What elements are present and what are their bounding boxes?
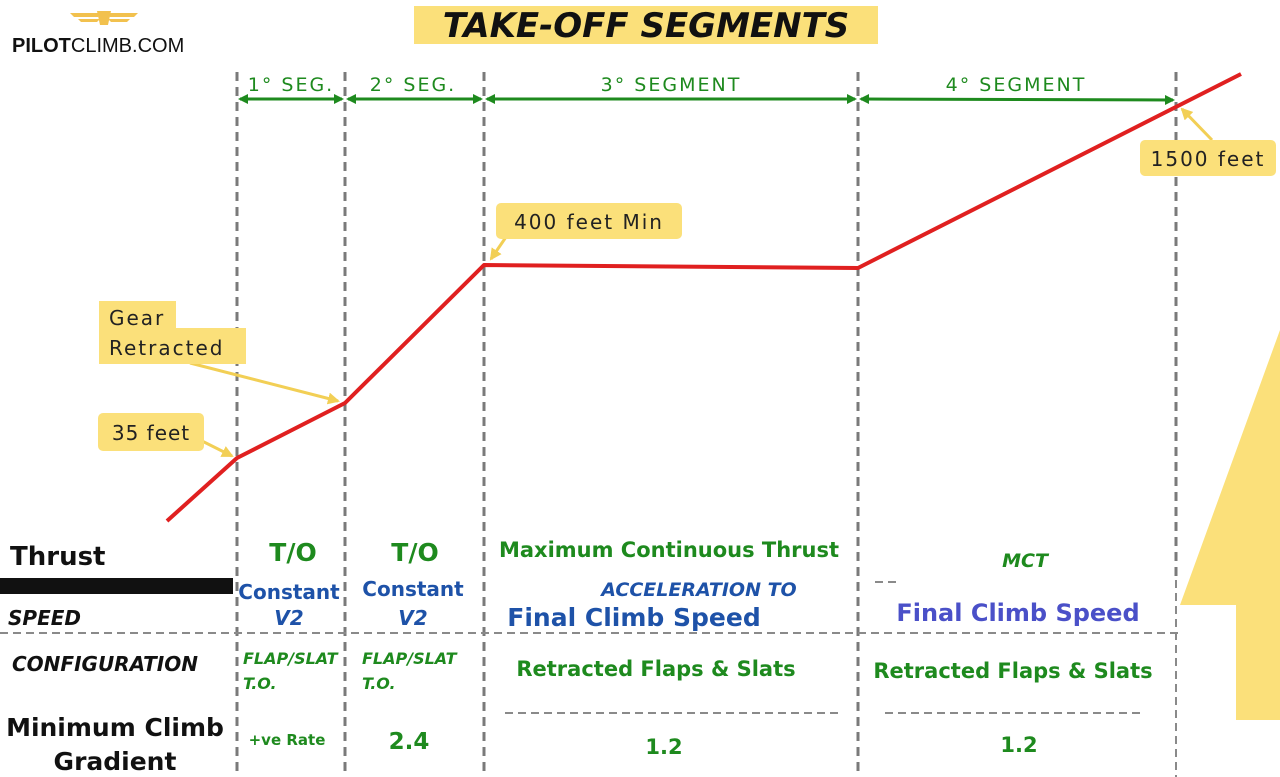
- row-header-configuration: CONFIGURATION: [12, 652, 198, 676]
- large-up-arrow-icon: [1180, 330, 1280, 720]
- seg3-speed-line2: Final Climb Speed: [507, 603, 760, 632]
- logo-text-rest: CLIMB.COM: [71, 35, 184, 57]
- callout-retracted-text: Retracted: [109, 336, 224, 360]
- seg2-speed-line1: Constant: [362, 577, 464, 601]
- callout-gear-text: Gear: [109, 306, 165, 330]
- callout-400-feet: 400 feet Min: [489, 203, 682, 261]
- segment-label-1: 1° SEG.: [248, 74, 334, 96]
- thrust-row-bar: [0, 578, 233, 594]
- table-grid: [0, 578, 1182, 777]
- seg3-thrust: Maximum Continuous Thrust: [499, 538, 839, 562]
- seg1-speed-line1: Constant: [238, 580, 340, 604]
- seg1-config-line1: FLAP/SLAT: [243, 649, 339, 668]
- row-header-speed: SPEED: [8, 606, 81, 630]
- seg3-speed-line1: ACCELERATION TO: [599, 579, 796, 601]
- callout-400-feet-text: 400 feet Min: [514, 210, 664, 234]
- callout-1500-feet-text: 1500 feet: [1151, 147, 1266, 171]
- seg3-config: Retracted Flaps & Slats: [516, 657, 795, 681]
- segment-dividers: [235, 72, 1178, 777]
- seg4-speed: Final Climb Speed: [896, 599, 1139, 627]
- row-header-thrust: Thrust: [10, 542, 105, 572]
- seg1-gradient: +ve Rate: [249, 731, 326, 749]
- segment-label-3: 3° SEGMENT: [601, 74, 742, 96]
- seg3-gradient: 1.2: [645, 735, 682, 759]
- row-header-gradient-line2: Gradient: [54, 747, 177, 776]
- wings-icon: [70, 11, 138, 25]
- seg4-gradient: 1.2: [1000, 733, 1037, 757]
- callout-35-feet-text: 35 feet: [112, 421, 190, 445]
- seg2-speed-line2: V2: [398, 606, 427, 630]
- seg1-thrust: T/O: [269, 538, 316, 567]
- page-title: TAKE-OFF SEGMENTS: [443, 6, 850, 46]
- callout-35-feet: 35 feet: [98, 413, 234, 458]
- seg2-config-line2: T.O.: [362, 674, 396, 693]
- svg-text:PILOTCLIMB.COM: PILOTCLIMB.COM: [12, 35, 184, 57]
- callout-gear-retracted: Gear Retracted: [99, 301, 340, 405]
- seg1-speed-line2: V2: [274, 606, 303, 630]
- seg4-config: Retracted Flaps & Slats: [873, 659, 1152, 683]
- row-header-gradient-line1: Minimum Climb: [6, 713, 224, 742]
- title-highlight: [414, 6, 878, 44]
- segment-arrows: [238, 94, 1175, 105]
- climb-path-line: [165, 72, 1242, 523]
- seg2-gradient: 2.4: [389, 729, 430, 755]
- seg4-thrust: MCT: [1002, 550, 1050, 572]
- seg2-thrust: T/O: [391, 538, 438, 567]
- logo-text-bold: PILOT: [12, 35, 71, 57]
- callout-1500-feet: 1500 feet: [1140, 107, 1276, 176]
- segment-label-2: 2° SEG.: [370, 74, 456, 96]
- seg1-config-line2: T.O.: [243, 674, 277, 693]
- segment-label-4: 4° SEGMENT: [946, 74, 1087, 96]
- logo: PILOTCLIMB.COM: [12, 11, 184, 57]
- seg2-config-line1: FLAP/SLAT: [362, 649, 458, 668]
